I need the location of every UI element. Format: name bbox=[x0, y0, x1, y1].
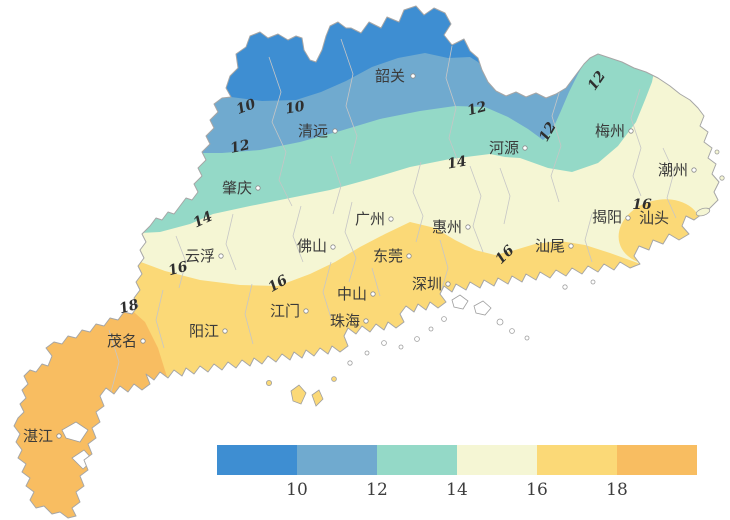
city-label-zhaoqing: 肇庆 bbox=[222, 179, 252, 197]
island bbox=[441, 316, 447, 322]
island bbox=[414, 336, 420, 342]
city-label-qingyuan: 清远 bbox=[298, 122, 328, 140]
island bbox=[364, 350, 370, 356]
isotherm-label-10: 10 bbox=[234, 96, 258, 118]
island bbox=[719, 175, 725, 181]
province-outline bbox=[13, 5, 720, 519]
isotherm-label-12: 12 bbox=[229, 137, 252, 157]
islands bbox=[265, 149, 725, 407]
city-label-guangzhou: 广州 bbox=[355, 210, 385, 228]
city-label-jieyang: 揭阳 bbox=[592, 208, 622, 226]
legend-tick-18: 18 bbox=[606, 480, 628, 500]
island bbox=[428, 326, 434, 332]
isotherm-label-16: 16 bbox=[167, 259, 190, 280]
city-marker-shanwei bbox=[568, 243, 574, 249]
island bbox=[473, 300, 492, 316]
city-label-jiangmen: 江门 bbox=[270, 302, 300, 320]
legend-swatch-16-18 bbox=[537, 445, 617, 475]
island bbox=[347, 360, 353, 366]
city-marker-qingyuan bbox=[332, 128, 338, 134]
island bbox=[509, 328, 515, 334]
city-label-zhanjiang: 湛江 bbox=[23, 427, 53, 445]
legend-swatch-below-10 bbox=[217, 445, 297, 475]
island bbox=[451, 294, 469, 310]
legend-tick-16: 16 bbox=[526, 480, 548, 500]
city-label-shaoguan: 韶关 bbox=[375, 67, 405, 85]
island bbox=[496, 318, 504, 326]
city-label-shanwei: 汕尾 bbox=[535, 237, 565, 255]
legend-swatch-10-12 bbox=[297, 445, 377, 475]
city-label-zhuhai: 珠海 bbox=[330, 312, 360, 330]
city-marker-shenzhen bbox=[445, 281, 451, 287]
island bbox=[290, 384, 307, 405]
city-marker-guangzhou bbox=[388, 216, 394, 222]
legend-tick-14: 14 bbox=[446, 480, 468, 500]
isotherm-label-10: 10 bbox=[284, 98, 306, 117]
legend-swatch-12-14 bbox=[377, 445, 457, 475]
island bbox=[524, 335, 530, 341]
legend-tick-12: 12 bbox=[366, 480, 388, 500]
isotherm-label-14: 14 bbox=[446, 153, 468, 172]
city-marker-yangjiang bbox=[222, 328, 228, 334]
city-labels: 韶关 清远 梅州 河源 潮州 肇庆 揭阳 汕头 广州 惠州 佛山 东莞 汕尾 云… bbox=[23, 67, 697, 445]
city-label-dongguan: 东莞 bbox=[373, 247, 403, 265]
island bbox=[311, 389, 324, 407]
isotherm-label-18: 18 bbox=[118, 297, 141, 318]
city-marker-zhongshan bbox=[370, 291, 376, 297]
island bbox=[381, 340, 387, 346]
city-marker-chaozhou bbox=[691, 167, 697, 173]
city-marker-zhanjiang bbox=[56, 433, 62, 439]
city-marker-jieyang bbox=[625, 215, 631, 221]
island bbox=[695, 207, 711, 217]
city-marker-heyuan bbox=[522, 145, 528, 151]
city-marker-zhaoqing bbox=[255, 185, 261, 191]
city-marker-huizhou bbox=[465, 224, 471, 230]
legend: 10 12 14 16 18 bbox=[217, 445, 697, 500]
city-label-foshan: 佛山 bbox=[297, 237, 327, 255]
island bbox=[714, 149, 720, 155]
city-label-yangjiang: 阳江 bbox=[189, 322, 219, 340]
city-marker-maoming bbox=[140, 338, 146, 344]
city-label-chaozhou: 潮州 bbox=[658, 161, 688, 179]
city-label-yunfu: 云浮 bbox=[185, 247, 215, 265]
city-label-shantou: 汕头 bbox=[639, 209, 669, 227]
isotherm-label-14: 14 bbox=[191, 209, 215, 232]
city-marker-shaoguan bbox=[410, 73, 416, 79]
city-marker-jiangmen bbox=[303, 308, 309, 314]
island bbox=[398, 344, 404, 350]
zone-above-18 bbox=[14, 306, 178, 518]
island bbox=[562, 284, 568, 290]
isotherm-label-16: 16 bbox=[632, 197, 652, 213]
legend-swatch-above-18 bbox=[617, 445, 697, 475]
city-marker-meizhou bbox=[628, 128, 634, 134]
city-marker-foshan bbox=[330, 244, 336, 250]
city-label-maoming: 茂名 bbox=[107, 332, 137, 350]
city-label-huizhou: 惠州 bbox=[432, 218, 462, 236]
isotherm-label-12: 12 bbox=[466, 99, 489, 120]
city-marker-yunfu bbox=[218, 253, 224, 259]
city-label-heyuan: 河源 bbox=[489, 139, 519, 157]
island bbox=[331, 376, 337, 382]
island bbox=[590, 279, 596, 285]
city-marker-dongguan bbox=[406, 253, 412, 259]
city-boundaries bbox=[108, 38, 677, 393]
city-marker-zhuhai bbox=[363, 318, 369, 324]
city-label-shenzhen: 深圳 bbox=[412, 275, 442, 293]
island bbox=[265, 379, 272, 386]
legend-tick-10: 10 bbox=[286, 480, 308, 500]
city-label-zhongshan: 中山 bbox=[337, 285, 367, 303]
city-label-meizhou: 梅州 bbox=[595, 122, 625, 140]
legend-swatch-14-16 bbox=[457, 445, 537, 475]
